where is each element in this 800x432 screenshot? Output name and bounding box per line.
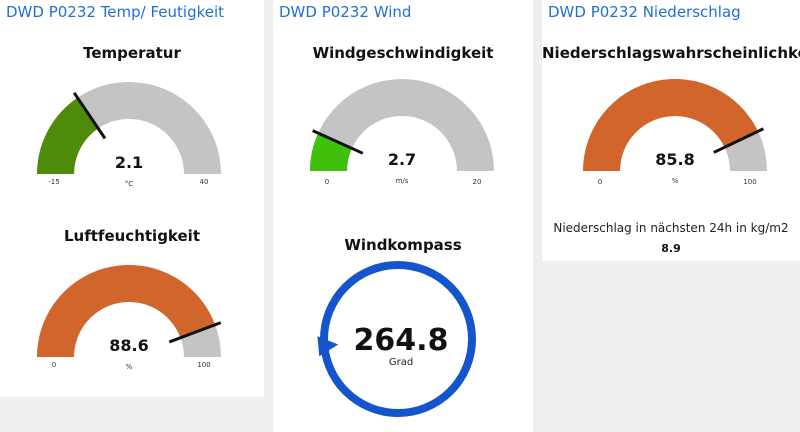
group-title-niederschlag: DWD P0232 Niederschlag bbox=[548, 3, 741, 21]
temperatur-min: -15 bbox=[48, 178, 59, 186]
gauge-needle bbox=[713, 127, 765, 154]
group-title-temp: DWD P0232 Temp/ Feutigkeit bbox=[6, 3, 225, 21]
windkompass-gauge: 264.8 Grad bbox=[273, 260, 533, 430]
luftfeuchtigkeit-value: 88.6 bbox=[109, 336, 148, 355]
niederschlag-24h-label: Niederschlag in nächsten 24h in kg/m2 bbox=[553, 221, 789, 235]
group-title-wind: DWD P0232 Wind bbox=[279, 3, 412, 21]
gauge-needle bbox=[312, 129, 364, 155]
gauge-fill bbox=[37, 265, 216, 357]
group-niederschlag: DWD P0232 Niederschlag Niederschlagswahr… bbox=[542, 0, 800, 261]
niederschlagswahrscheinlichkeit-value: 85.8 bbox=[655, 150, 694, 169]
temperatur-unit: °C bbox=[125, 180, 134, 188]
windgeschwindigkeit-max: 20 bbox=[473, 178, 482, 186]
group-temp-feuchte: DWD P0232 Temp/ Feutigkeit Temperatur 2.… bbox=[0, 0, 264, 397]
group-wind: DWD P0232 Wind Windgeschwindigkeit 2.7 m… bbox=[273, 0, 533, 432]
temperatur-gauge: 2.1 °C -15 40 bbox=[0, 72, 264, 212]
luftfeuchtigkeit-gauge: 88.6 % 0 100 bbox=[0, 255, 264, 395]
windgeschwindigkeit-gauge: 2.7 m/s 0 20 bbox=[273, 72, 533, 212]
windkompass-title: Windkompass bbox=[344, 236, 462, 254]
niederschlagswahrscheinlichkeit-title: Niederschlagswahrscheinlichkeit bbox=[542, 44, 800, 62]
gauge-needle bbox=[72, 91, 107, 140]
niederschlagswahrscheinlichkeit-unit: % bbox=[672, 177, 679, 185]
niederschlagswahrscheinlichkeit-gauge: 85.8 % 0 100 bbox=[542, 72, 800, 212]
gauge-track bbox=[310, 79, 494, 171]
niederschlagswahrscheinlichkeit-min: 0 bbox=[598, 178, 602, 186]
windgeschwindigkeit-title: Windgeschwindigkeit bbox=[312, 44, 494, 62]
windgeschwindigkeit-value: 2.7 bbox=[388, 150, 416, 169]
windgeschwindigkeit-min: 0 bbox=[325, 178, 329, 186]
windkompass-value: 264.8 bbox=[354, 323, 449, 358]
niederschlagswahrscheinlichkeit-max: 100 bbox=[743, 178, 756, 186]
temperatur-title: Temperatur bbox=[83, 44, 181, 62]
temperatur-value: 2.1 bbox=[115, 153, 143, 172]
gauge-fill bbox=[583, 78, 758, 171]
luftfeuchtigkeit-max: 100 bbox=[197, 361, 210, 369]
compass-pointer-icon bbox=[317, 336, 339, 357]
windgeschwindigkeit-unit: m/s bbox=[396, 177, 409, 185]
temperatur-max: 40 bbox=[200, 178, 209, 186]
luftfeuchtigkeit-unit: % bbox=[126, 363, 133, 371]
windkompass-unit: Grad bbox=[389, 357, 413, 368]
gauge-needle bbox=[168, 321, 222, 344]
niederschlag-24h-value: 8.9 bbox=[661, 242, 681, 255]
luftfeuchtigkeit-title: Luftfeuchtigkeit bbox=[64, 227, 200, 245]
luftfeuchtigkeit-min: 0 bbox=[52, 361, 56, 369]
gauge-fill bbox=[37, 97, 99, 174]
gauge-fill bbox=[310, 133, 352, 171]
